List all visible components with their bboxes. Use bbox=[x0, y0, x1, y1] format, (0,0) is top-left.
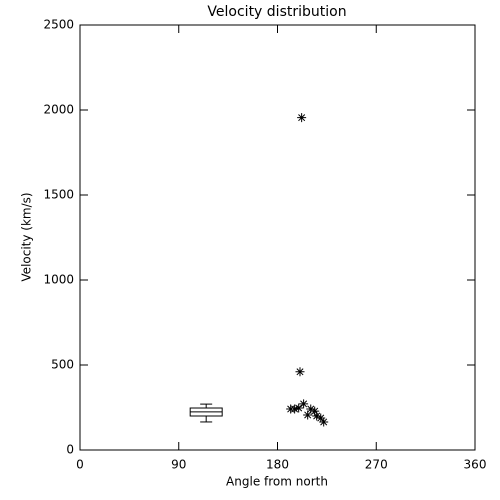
plot-frame bbox=[79, 24, 476, 451]
x-tick-label: 180 bbox=[266, 458, 289, 472]
scatter-point bbox=[299, 399, 309, 409]
scatter-point bbox=[290, 404, 300, 414]
scatter-point bbox=[294, 403, 304, 413]
scatter-point bbox=[316, 413, 326, 423]
y-tick-label: 2500 bbox=[43, 18, 74, 32]
scatter-point bbox=[295, 367, 305, 377]
x-tick-label: 90 bbox=[171, 458, 186, 472]
scatter-point bbox=[297, 113, 307, 123]
x-axis-label: Angle from north bbox=[226, 475, 328, 489]
y-tick-label: 0 bbox=[66, 443, 74, 457]
scatter-point bbox=[303, 410, 313, 420]
x-tick-label: 270 bbox=[365, 458, 388, 472]
scatter-point bbox=[310, 406, 320, 416]
chart-title: Velocity distribution bbox=[207, 4, 346, 20]
scatter-point bbox=[312, 411, 322, 421]
scatter-point bbox=[319, 417, 329, 427]
y-tick-label: 1500 bbox=[43, 188, 74, 202]
x-tick-label: 0 bbox=[76, 458, 84, 472]
x-tick-label: 360 bbox=[464, 458, 487, 472]
y-axis-label: Velocity (km/s) bbox=[20, 192, 34, 281]
y-tick-label: 2000 bbox=[43, 103, 74, 117]
scatter-point bbox=[306, 404, 316, 414]
y-tick-label: 1000 bbox=[43, 273, 74, 287]
y-tick-label: 500 bbox=[51, 358, 74, 372]
